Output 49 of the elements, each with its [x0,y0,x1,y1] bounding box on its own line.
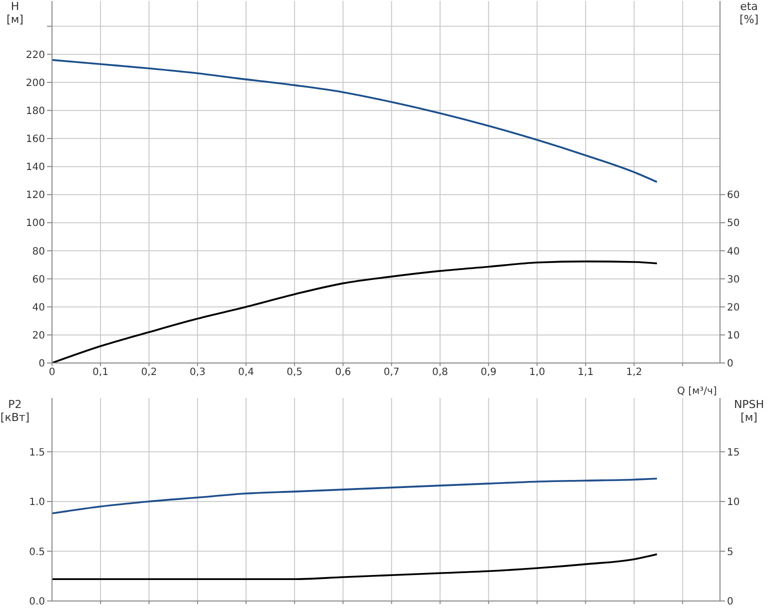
y2-tick-label: 0 [727,596,734,608]
y-tick-label: 0.5 [29,546,45,558]
y-tick-label: 1.0 [29,497,45,508]
y2-tick-label: 20 [727,302,740,314]
x-tick-label: 0,6 [335,367,352,378]
x-tick-label: 0,9 [480,367,497,378]
y-tick-label: 1.5 [29,447,45,458]
x-tick-label: 0 [48,367,56,378]
x-tick-label: 0,1 [92,367,108,378]
y-tick-label: 120 [26,190,45,202]
y2-tick-label: 15 [727,447,740,458]
y-tick-label: 220 [26,50,45,61]
x-tick-label: 1,1 [578,367,594,378]
y-tick-label: 0 [38,358,45,370]
y2-tick-label: 10 [727,330,740,342]
y-tick-label: 80 [32,246,45,258]
x-tick-label: 0,4 [238,367,254,378]
x-axis-title: Q [м³/ч] [676,385,718,398]
line-series [52,478,658,514]
y2-tick-label: 30 [727,274,740,286]
y-tick-label: 140 [26,162,45,174]
x-tick-label: 0,7 [384,367,400,378]
y2-tick-label: 5 [727,546,734,558]
y2-axis-title: eta [%] [738,0,760,26]
y2-tick-label: 50 [727,218,740,230]
y-tick-label: 40 [32,302,45,314]
y-tick-label: 60 [32,274,45,286]
y2-tick-label: 10 [727,497,740,508]
y-axis-title: P2 [кВт] [0,398,30,424]
y-tick-label: 160 [26,134,45,146]
y-tick-label: 20 [32,330,45,342]
line-series [52,59,658,183]
y2-tick-label: 40 [727,246,740,258]
y2-tick-label: 0 [727,358,734,370]
x-tick-label: 1,0 [529,367,546,378]
y2-axis-title: NPSH [м] [732,398,766,424]
x-tick-label: 0,2 [141,367,157,378]
x-tick-label: 0,3 [190,367,206,378]
line-series [52,260,658,363]
x-tick-label: 1,2 [626,367,642,378]
y-axis-title: H [м] [6,0,24,26]
y2-tick-label: 60 [727,190,740,202]
y-tick-label: 0.0 [29,596,45,608]
y-tick-label: 180 [26,106,45,117]
y-tick-label: 200 [26,78,45,89]
x-tick-label: 0,5 [286,367,303,378]
x-tick-label: 0,8 [432,367,448,378]
y-tick-label: 100 [26,218,45,230]
line-series [52,553,658,580]
